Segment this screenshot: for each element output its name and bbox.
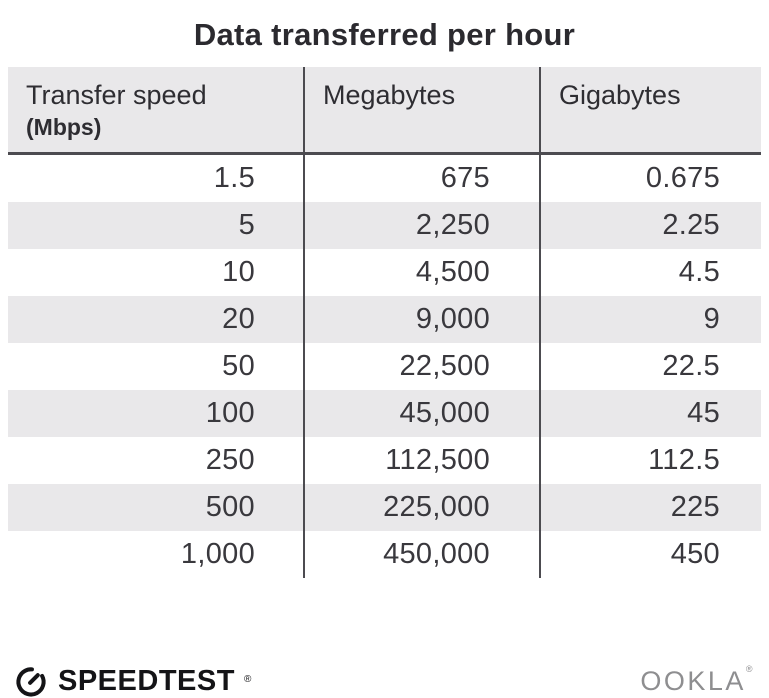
cell-gigabytes: 22.5 [539,343,761,390]
cell-gigabytes: 45 [539,390,761,437]
cell-gigabytes: 450 [539,531,761,578]
table-row: 20 9,000 9 [8,296,761,343]
cell-gigabytes: 4.5 [539,249,761,296]
cell-gigabytes: 2.25 [539,202,761,249]
cell-gigabytes: 112.5 [539,437,761,484]
cell-gigabytes: 9 [539,296,761,343]
data-table: Transfer speed (Mbps) Megabytes Gigabyte… [8,67,761,578]
cell-transfer-speed: 20 [222,303,255,335]
cell-megabytes: 675 [303,155,539,202]
cell-transfer-speed: 10 [222,256,255,288]
cell-transfer-speed: 250 [205,444,255,476]
cell-megabytes: 2,250 [303,202,539,249]
table-body: 1.5 675 0.675 5 2,250 2.25 10 4,500 4.5 … [8,155,761,578]
ookla-registered-mark: ® [745,663,755,674]
header-transfer-speed-unit: (Mbps) [26,114,102,141]
cell-transfer-speed: 1,000 [180,538,255,570]
table-row: 5 2,250 2.25 [8,202,761,249]
table-row: 1,000 450,000 450 [8,531,761,578]
header-transfer-speed-label: Transfer speed [26,80,207,110]
cell-transfer-speed: 5 [238,209,255,241]
header-megabytes-label: Megabytes [323,80,456,110]
cell-megabytes: 4,500 [303,249,539,296]
speedtest-logo: SPEEDTEST ® [13,663,251,698]
cell-gigabytes: 0.675 [539,155,761,202]
table-row: 50 22,500 22.5 [8,343,761,390]
ookla-logo: OOKLA® [640,663,755,697]
cell-transfer-speed: 1.5 [213,162,255,194]
cell-gigabytes: 225 [539,484,761,531]
page-title: Data transferred per hour [193,17,576,52]
cell-megabytes: 450,000 [303,531,539,578]
speedtest-registered-mark: ® [243,673,252,685]
cell-megabytes: 45,000 [303,390,539,437]
speedtest-gauge-icon [13,663,49,698]
header-transfer-speed: Transfer speed (Mbps) [8,67,303,152]
header-megabytes: Megabytes [303,67,539,152]
footer: SPEEDTEST ® OOKLA® [0,659,769,698]
table-row: 500 225,000 225 [8,484,761,531]
table-row: 1.5 675 0.675 [8,155,761,202]
table-row: 10 4,500 4.5 [8,249,761,296]
cell-megabytes: 9,000 [303,296,539,343]
cell-megabytes: 225,000 [303,484,539,531]
speedtest-wordmark: SPEEDTEST [58,664,235,697]
cell-megabytes: 22,500 [303,343,539,390]
table-header-row: Transfer speed (Mbps) Megabytes Gigabyte… [8,67,761,155]
cell-transfer-speed: 500 [205,491,255,523]
cell-megabytes: 112,500 [303,437,539,484]
cell-transfer-speed: 50 [222,350,255,382]
table-row: 250 112,500 112.5 [8,437,761,484]
ookla-wordmark: OOKLA [640,665,746,696]
header-gigabytes: Gigabytes [539,67,761,152]
table-row: 100 45,000 45 [8,390,761,437]
header-gigabytes-label: Gigabytes [559,80,681,110]
cell-transfer-speed: 100 [205,397,255,429]
